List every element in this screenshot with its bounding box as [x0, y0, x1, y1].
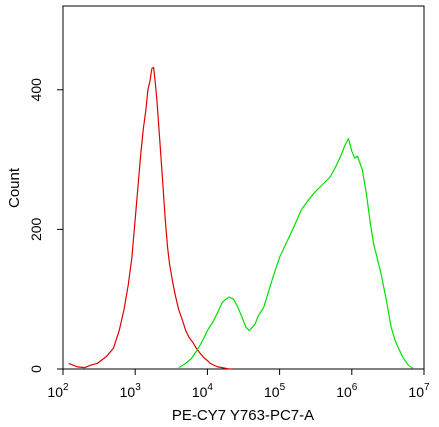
plot-area	[62, 5, 425, 370]
series-line-1	[68, 66, 233, 370]
y-tick-label: 400	[28, 78, 44, 102]
x-tick-label: 103	[120, 382, 142, 400]
y-tick-label: 0	[28, 365, 44, 373]
x-axis-title: PE-CY7 Y763-PC7-A	[172, 407, 314, 424]
series-line-2	[178, 138, 414, 369]
x-tick-label: 102	[47, 382, 69, 400]
x-tick-label: 106	[336, 382, 358, 400]
x-tick-label: 107	[408, 382, 430, 400]
x-tick-label: 104	[192, 382, 214, 400]
x-tick-label: 105	[264, 382, 286, 400]
y-tick-label: 200	[28, 217, 44, 241]
y-axis-title: Count	[6, 167, 23, 208]
